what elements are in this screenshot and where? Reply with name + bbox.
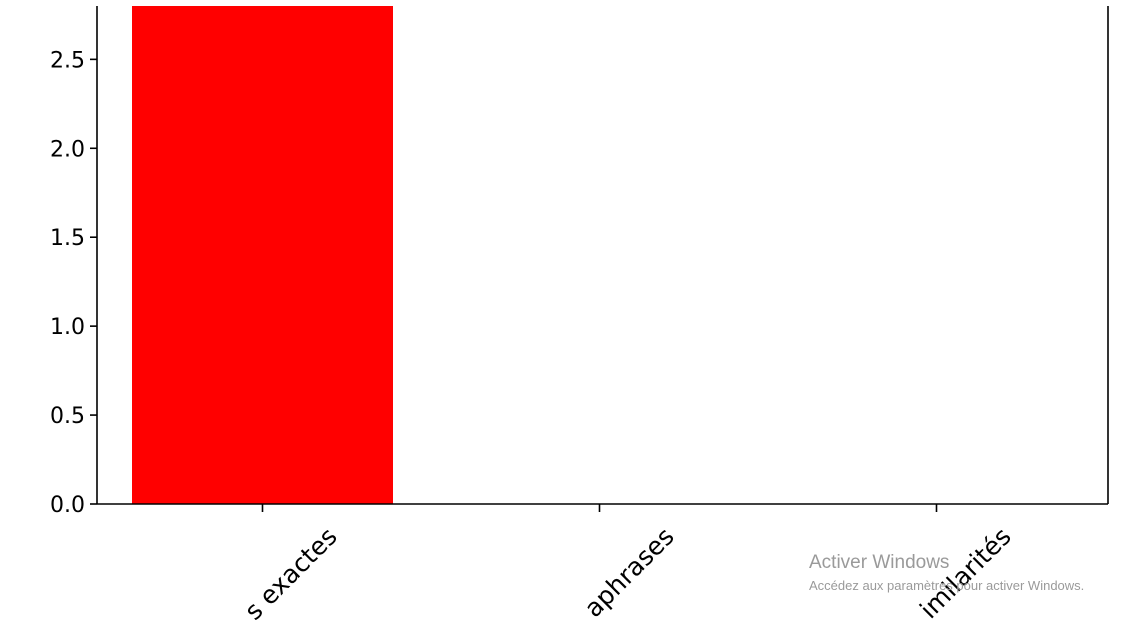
y-tick-label: 2.0 [50, 137, 85, 162]
y-axis: 0.0 0.5 1.0 1.5 2.0 2.5 [50, 6, 1109, 518]
x-category-label: aphrases [579, 522, 680, 620]
y-tick-label: 1.5 [50, 226, 85, 251]
activation-watermark-subtitle: Accédez aux paramètres pour activer Wind… [809, 578, 1085, 593]
y-tick-label: 0.0 [50, 493, 85, 518]
bar-1 [132, 6, 393, 504]
x-category-label: s exactes [239, 522, 343, 620]
bars-layer [132, 6, 393, 504]
y-tick-label: 2.5 [50, 48, 85, 73]
activation-watermark-title: Activer Windows [809, 552, 950, 573]
x-axis: s exactes aphrases imilarités [97, 503, 1108, 620]
y-tick-label: 1.0 [50, 315, 85, 340]
y-tick-label: 0.5 [50, 404, 85, 429]
